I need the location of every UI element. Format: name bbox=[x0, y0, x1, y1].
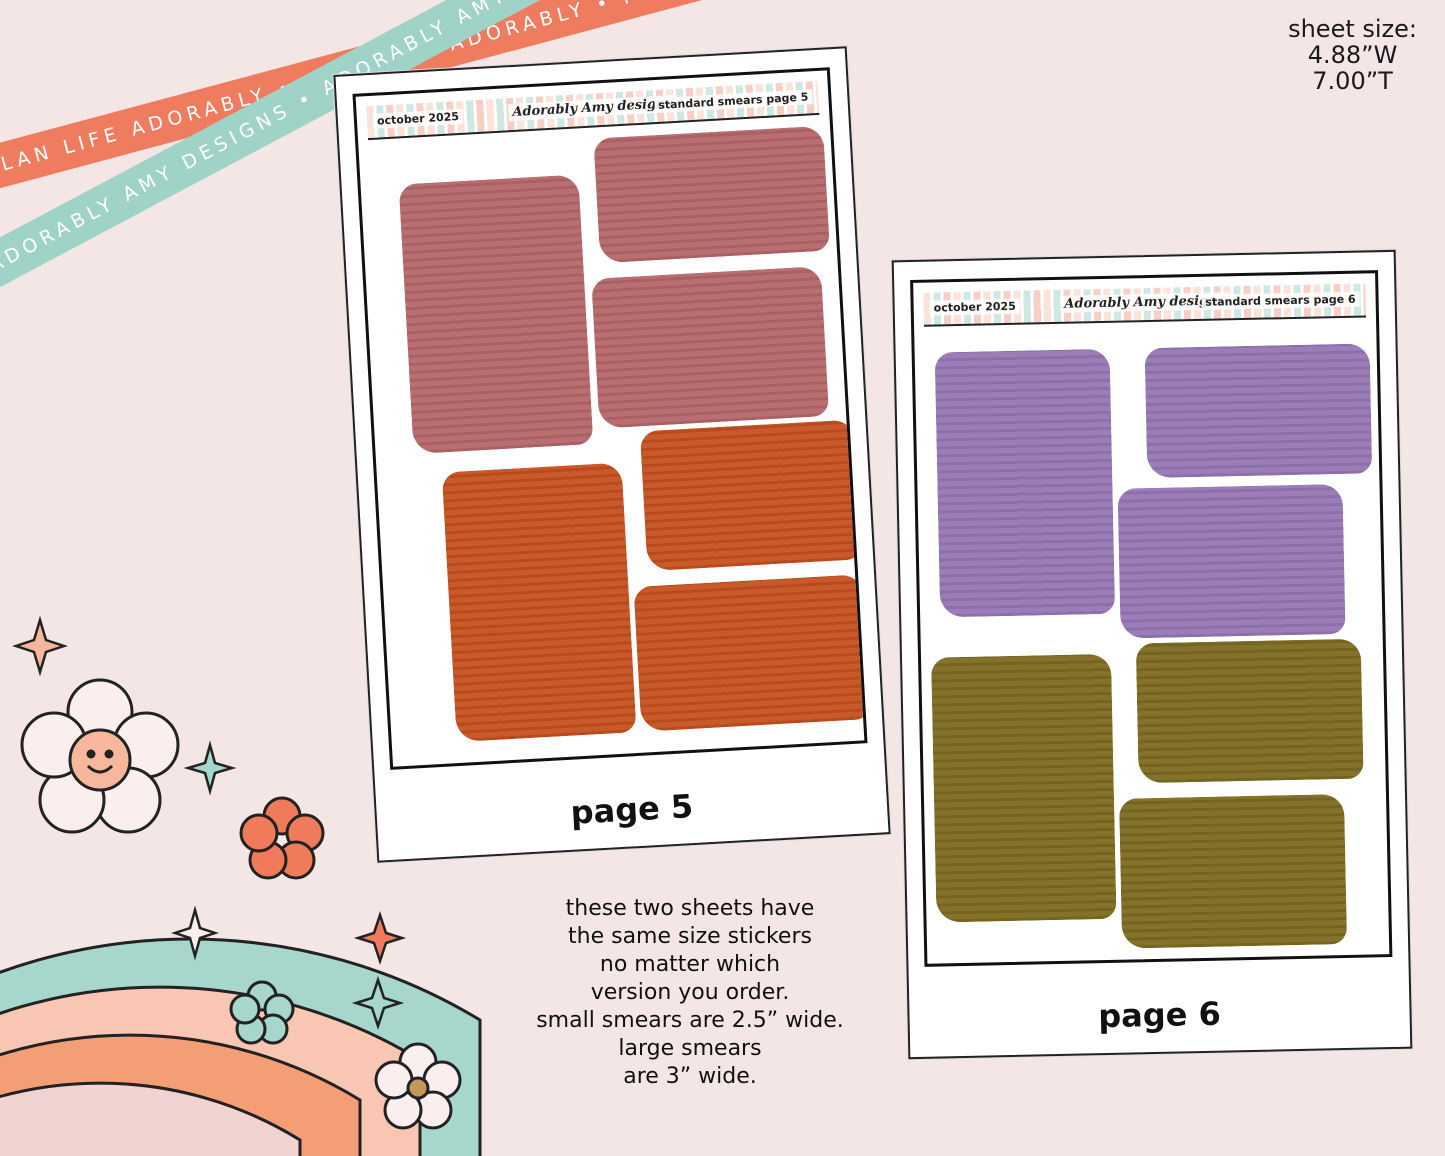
info-line: are 3” wide. bbox=[623, 1064, 757, 1089]
page-label: page 6 bbox=[1097, 994, 1222, 1036]
sheet-card-page-6: october 2025 Adorably Amy designs standa… bbox=[891, 249, 1413, 1060]
sticker-sheet: october 2025 Adorably Amy designs standa… bbox=[910, 270, 1393, 967]
smear-area bbox=[924, 323, 1379, 953]
sheet-month: october 2025 bbox=[372, 108, 464, 129]
sheet-size-label: sheet size: bbox=[1288, 15, 1417, 43]
sheet-size-height: 7.00”T bbox=[1312, 67, 1393, 95]
white-flower-icon bbox=[374, 1042, 462, 1130]
sheet-size-info: sheet size: 4.88”W 7.00”T bbox=[1288, 16, 1417, 94]
sheet-size-width: 4.88”W bbox=[1307, 41, 1398, 69]
sparkle-icon bbox=[353, 911, 407, 965]
smear-small-1 bbox=[398, 174, 594, 455]
smear-large-4 bbox=[1119, 794, 1348, 949]
teal-flower-icon bbox=[229, 980, 295, 1045]
smear-large-3 bbox=[1135, 638, 1364, 784]
sheet-header: october 2025 Adorably Amy designs standa… bbox=[923, 283, 1366, 327]
smear-large-4 bbox=[633, 574, 868, 732]
rainbow-illustration bbox=[0, 615, 482, 1156]
info-line: large smears bbox=[618, 1036, 762, 1061]
sheet-month: october 2025 bbox=[929, 298, 1020, 316]
info-line: version you order. bbox=[590, 980, 790, 1005]
smear-large-3 bbox=[639, 419, 863, 572]
brand-logo: Adorably Amy designs bbox=[507, 94, 678, 122]
info-line: these two sheets have bbox=[565, 896, 815, 921]
sparkle-icon bbox=[12, 615, 68, 677]
smear-large-2 bbox=[1117, 483, 1346, 639]
info-line: small smears are 2.5” wide. bbox=[536, 1008, 844, 1033]
info-text: these two sheets have the same size stic… bbox=[510, 895, 870, 1091]
rainbow-band-4 bbox=[0, 1081, 302, 1156]
smear-small-1 bbox=[934, 348, 1116, 618]
info-line: no matter which bbox=[599, 952, 781, 977]
sparkle-icon bbox=[171, 905, 219, 961]
smiley-flower-icon bbox=[20, 678, 180, 834]
orange-flower-icon bbox=[239, 796, 325, 880]
sparkle-icon bbox=[351, 976, 405, 1030]
sparkle-icon bbox=[183, 740, 237, 796]
smear-large-1 bbox=[1144, 343, 1373, 479]
smear-large-2 bbox=[591, 266, 830, 429]
smear-large-1 bbox=[593, 125, 830, 264]
sheet-title: standard smears page 5 bbox=[653, 89, 813, 114]
info-line: the same size stickers bbox=[568, 924, 812, 949]
sheet-title: standard smears page 6 bbox=[1201, 291, 1360, 310]
smear-small-2 bbox=[931, 653, 1117, 923]
